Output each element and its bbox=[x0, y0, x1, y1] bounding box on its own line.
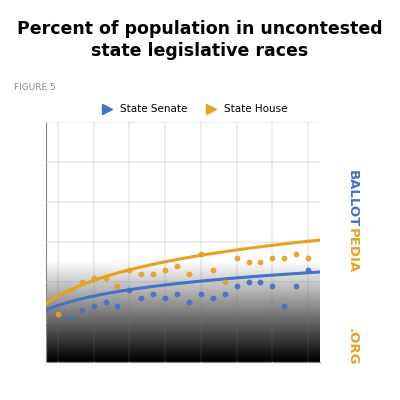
Point bbox=[102, 275, 109, 281]
Point bbox=[150, 271, 156, 277]
Point bbox=[245, 259, 252, 265]
Text: FIGURE 5: FIGURE 5 bbox=[14, 83, 56, 92]
Text: PEDIA: PEDIA bbox=[346, 228, 359, 273]
Point bbox=[162, 267, 168, 273]
Point bbox=[198, 291, 204, 297]
Point bbox=[186, 299, 192, 305]
Point bbox=[234, 283, 240, 289]
Text: Percent of population in uncontested
state legislative races: Percent of population in uncontested sta… bbox=[17, 20, 383, 60]
Point bbox=[222, 279, 228, 285]
Point bbox=[210, 267, 216, 273]
Legend: State Senate, State House: State Senate, State House bbox=[92, 100, 292, 118]
Text: BALLOT: BALLOT bbox=[346, 170, 359, 228]
Point bbox=[210, 295, 216, 301]
Point bbox=[174, 291, 180, 297]
Point bbox=[55, 311, 61, 317]
Point bbox=[305, 267, 311, 273]
Point bbox=[245, 279, 252, 285]
Point bbox=[269, 255, 276, 261]
Point bbox=[102, 299, 109, 305]
Point bbox=[222, 291, 228, 297]
Point bbox=[138, 295, 144, 301]
Point bbox=[257, 259, 264, 265]
Y-axis label: % Population: % Population bbox=[8, 206, 18, 278]
Point bbox=[198, 251, 204, 257]
Point bbox=[90, 275, 97, 281]
Point bbox=[293, 251, 299, 257]
Point bbox=[293, 283, 299, 289]
Point bbox=[114, 303, 121, 309]
Text: .ORG: .ORG bbox=[346, 328, 359, 366]
Point bbox=[281, 255, 288, 261]
Point bbox=[174, 263, 180, 269]
Point bbox=[126, 267, 132, 273]
Point bbox=[257, 279, 264, 285]
Point bbox=[126, 287, 132, 293]
Point bbox=[78, 307, 85, 313]
Point bbox=[150, 291, 156, 297]
Point bbox=[281, 303, 288, 309]
Point bbox=[67, 287, 73, 293]
Point bbox=[114, 283, 121, 289]
Point bbox=[186, 271, 192, 277]
Point bbox=[162, 295, 168, 301]
Point bbox=[269, 283, 276, 289]
Point bbox=[78, 279, 85, 285]
Point bbox=[234, 255, 240, 261]
Point bbox=[67, 315, 73, 321]
Point bbox=[305, 255, 311, 261]
Point bbox=[138, 271, 144, 277]
Point bbox=[55, 311, 61, 317]
Point bbox=[90, 303, 97, 309]
